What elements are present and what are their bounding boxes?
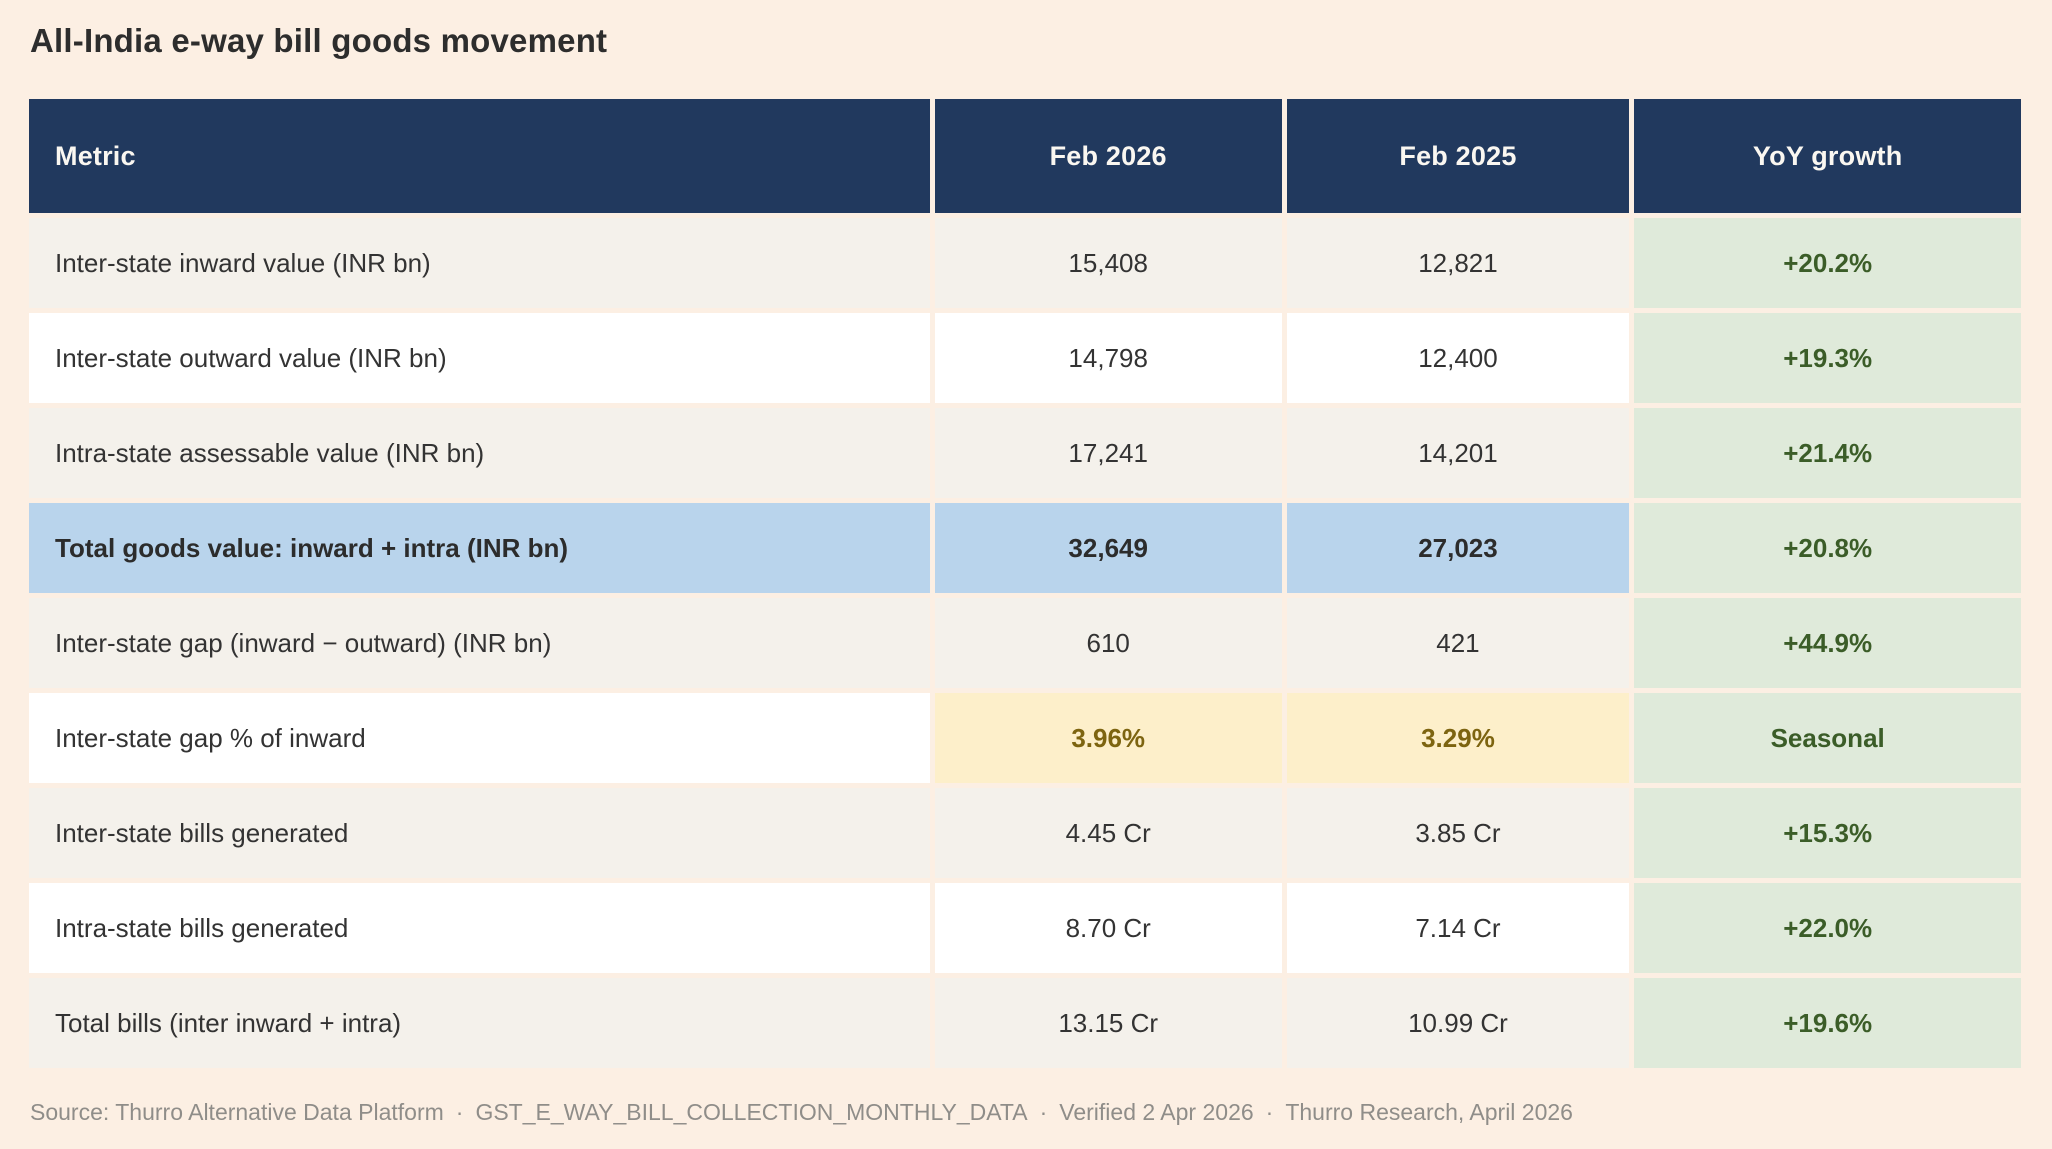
footer-verified: Verified 2 Apr 2026 <box>1059 1099 1254 1125</box>
table-row: Intra-state assessable value (INR bn) 17,… <box>29 408 2021 498</box>
footer-attribution: Thurro Research, April 2026 <box>1285 1099 1573 1125</box>
feb-2025-cell: 12,821 <box>1286 218 1630 308</box>
feb-2026-cell: 15,408 <box>934 218 1282 308</box>
table-row: Inter-state gap % of inward 3.96% 3.29% Sea… <box>29 693 2021 783</box>
feb-2025-cell: 27,023 <box>1286 503 1630 593</box>
yoy-cell: +21.4% <box>1634 408 2021 498</box>
table-header-row: Metric Feb 2026 Feb 2025 YoY growth <box>29 99 2021 213</box>
eway-bill-table: Metric Feb 2026 Feb 2025 YoY growth Inte… <box>24 94 2026 1073</box>
table-row: Inter-state inward value (INR bn) 15,408 1… <box>29 218 2021 308</box>
metric-cell: Total bills (inter inward + intra) <box>29 978 930 1068</box>
feb-2025-cell: 3.85 Cr <box>1286 788 1630 878</box>
yoy-cell: +20.8% <box>1634 503 2021 593</box>
metric-cell: Inter-state gap (inward − outward) (INR … <box>29 598 930 688</box>
metric-cell: Inter-state gap % of inward <box>29 693 930 783</box>
footer-separator: · <box>455 1099 464 1125</box>
page: All-India e-way bill goods movement Metr… <box>24 22 2026 1126</box>
feb-2025-cell: 12,400 <box>1286 313 1630 403</box>
page-title: All-India e-way bill goods movement <box>30 22 608 59</box>
metric-cell: Total goods value: inward + intra (INR b… <box>29 503 930 593</box>
metric-cell: Inter-state inward value (INR bn) <box>29 218 930 308</box>
feb-2026-cell: 3.96% <box>934 693 1282 783</box>
table-row: Inter-state outward value (INR bn) 14,798… <box>29 313 2021 403</box>
feb-2025-cell: 14,201 <box>1286 408 1630 498</box>
table-row: Total bills (inter inward + intra) 13.15 … <box>29 978 2021 1068</box>
yoy-cell: +20.2% <box>1634 218 2021 308</box>
feb-2026-cell: 14,798 <box>934 313 1282 403</box>
footer-dataset: GST_E_WAY_BILL_COLLECTION_MONTHLY_DATA <box>475 1099 1028 1125</box>
table-body: Inter-state inward value (INR bn) 15,408 1… <box>29 218 2021 1068</box>
table-row: Total goods value: inward + intra (INR b… <box>29 503 2021 593</box>
source-footer: Source: Thurro Alternative Data Platform… <box>24 1099 2026 1126</box>
yoy-cell: +44.9% <box>1634 598 2021 688</box>
footer-separator: · <box>1265 1099 1274 1125</box>
metric-cell: Inter-state bills generated <box>29 788 930 878</box>
table-header: Metric Feb 2026 Feb 2025 YoY growth <box>29 99 2021 213</box>
feb-2025-cell: 3.29% <box>1286 693 1630 783</box>
metric-cell: Inter-state outward value (INR bn) <box>29 313 930 403</box>
col-header-feb-2026: Feb 2026 <box>934 99 1282 213</box>
feb-2026-cell: 17,241 <box>934 408 1282 498</box>
feb-2026-cell: 13.15 Cr <box>934 978 1282 1068</box>
table-row: Intra-state bills generated 8.70 Cr 7.14 C… <box>29 883 2021 973</box>
col-header-metric: Metric <box>29 99 930 213</box>
table-row: Inter-state bills generated 4.45 Cr 3.85 C… <box>29 788 2021 878</box>
footer-separator: · <box>1039 1099 1048 1125</box>
feb-2025-cell: 10.99 Cr <box>1286 978 1630 1068</box>
col-header-yoy-growth: YoY growth <box>1634 99 2021 213</box>
yoy-cell: +19.3% <box>1634 313 2021 403</box>
yoy-cell: +15.3% <box>1634 788 2021 878</box>
yoy-cell: +22.0% <box>1634 883 2021 973</box>
feb-2026-cell: 32,649 <box>934 503 1282 593</box>
feb-2025-cell: 7.14 Cr <box>1286 883 1630 973</box>
yoy-cell: Seasonal <box>1634 693 2021 783</box>
feb-2026-cell: 4.45 Cr <box>934 788 1282 878</box>
metric-cell: Intra-state bills generated <box>29 883 930 973</box>
table-row: Inter-state gap (inward − outward) (INR … <box>29 598 2021 688</box>
col-header-feb-2025: Feb 2025 <box>1286 99 1630 213</box>
footer-source: Source: Thurro Alternative Data Platform <box>30 1099 444 1125</box>
metric-cell: Intra-state assessable value (INR bn) <box>29 408 930 498</box>
feb-2026-cell: 610 <box>934 598 1282 688</box>
feb-2025-cell: 421 <box>1286 598 1630 688</box>
feb-2026-cell: 8.70 Cr <box>934 883 1282 973</box>
yoy-cell: +19.6% <box>1634 978 2021 1068</box>
